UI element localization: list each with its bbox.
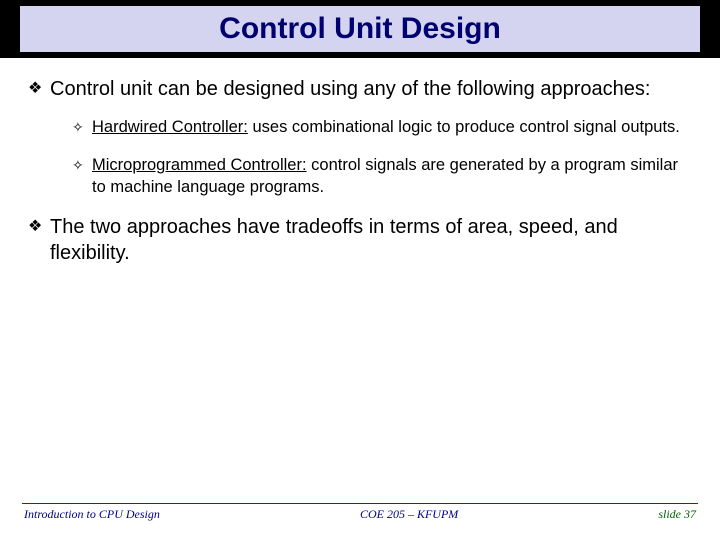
- bullet-sub: ✧ Microprogrammed Controller: control si…: [72, 154, 692, 198]
- bullet-text: Hardwired Controller: uses combinational…: [92, 116, 680, 138]
- slide-title: Control Unit Design: [219, 12, 501, 46]
- bullet-text: Microprogrammed Controller: control sign…: [92, 154, 692, 198]
- bullet-text: Control unit can be designed using any o…: [50, 76, 650, 102]
- diamond-bullet-icon: ❖: [28, 214, 50, 240]
- hollow-diamond-icon: ✧: [72, 154, 92, 176]
- footer-left: Introduction to CPU Design: [24, 507, 160, 522]
- bullet-lead: Hardwired Controller:: [92, 118, 248, 136]
- bullet-text: The two approaches have tradeoffs in ter…: [50, 214, 692, 266]
- bullet-main: ❖ The two approaches have tradeoffs in t…: [28, 214, 692, 266]
- footer-right: slide 37: [658, 507, 696, 522]
- top-bar: Control Unit Design: [0, 0, 720, 58]
- hollow-diamond-icon: ✧: [72, 116, 92, 138]
- footer-divider: [22, 503, 698, 504]
- bullet-sub: ✧ Hardwired Controller: uses combination…: [72, 116, 692, 138]
- diamond-bullet-icon: ❖: [28, 76, 50, 102]
- bullet-main: ❖ Control unit can be designed using any…: [28, 76, 692, 102]
- slide-body: ❖ Control unit can be designed using any…: [0, 58, 720, 266]
- footer-center: COE 205 – KFUPM: [360, 507, 458, 522]
- bullet-rest: uses combinational logic to produce cont…: [248, 118, 680, 136]
- title-banner: Control Unit Design: [20, 6, 700, 52]
- slide: Control Unit Design ❖ Control unit can b…: [0, 0, 720, 540]
- bullet-lead: Microprogrammed Controller:: [92, 156, 307, 174]
- slide-footer: Introduction to CPU Design COE 205 – KFU…: [0, 507, 720, 522]
